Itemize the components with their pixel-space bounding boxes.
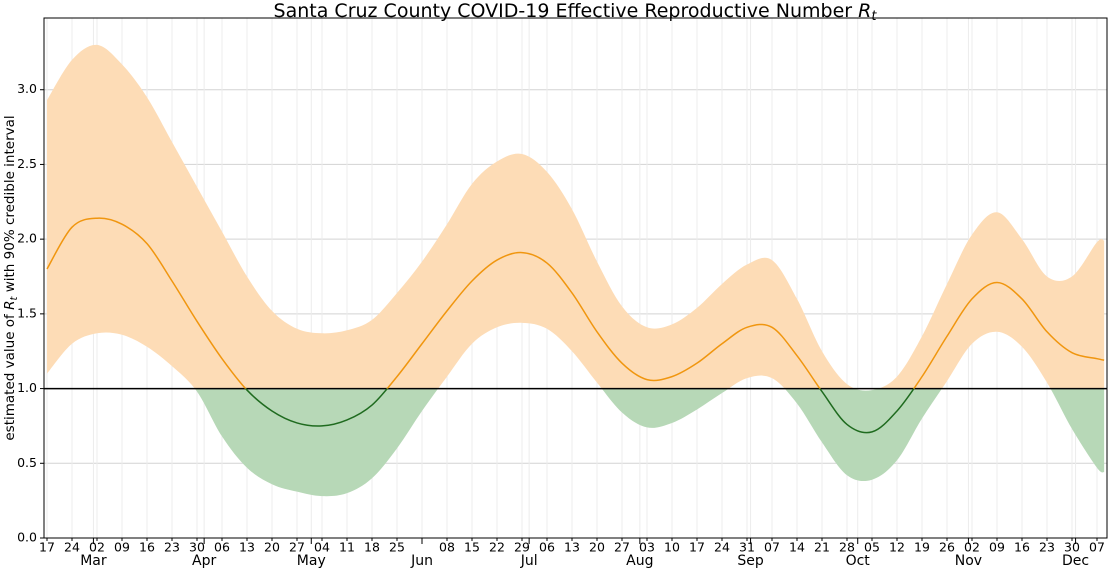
month-tick-label: Aug bbox=[626, 553, 653, 568]
month-tick-label: Oct bbox=[846, 553, 871, 568]
y-axis-label: estimated value of Rt with 90% credible … bbox=[2, 115, 20, 440]
x-tick-label: 06 bbox=[214, 540, 230, 555]
month-tick-label: May bbox=[297, 553, 326, 568]
x-tick-label: 13 bbox=[564, 540, 580, 555]
x-tick-label: 17 bbox=[39, 540, 55, 555]
plot-frame bbox=[43, 17, 1108, 539]
x-tick-label: 21 bbox=[814, 540, 830, 555]
x-tick-label: 03 bbox=[639, 540, 655, 555]
x-tick-label: 09 bbox=[989, 540, 1005, 555]
y-tick-label: 1.5 bbox=[17, 305, 37, 320]
chart-title: Santa Cruz County COVID-19 Effective Rep… bbox=[274, 0, 878, 24]
y-tick-label: 2.5 bbox=[17, 156, 37, 171]
x-tick-label: 27 bbox=[289, 540, 305, 555]
x-tick-label: 23 bbox=[1039, 540, 1055, 555]
x-tick-label: 20 bbox=[264, 540, 280, 555]
x-tick-label: 20 bbox=[589, 540, 605, 555]
month-tick-label: Nov bbox=[955, 553, 982, 568]
y-tick-label: 0.5 bbox=[17, 455, 37, 470]
ylabel-after: with 90% credible interval bbox=[2, 115, 18, 292]
month-tick-label: Dec bbox=[1062, 553, 1089, 568]
x-tick-label: 24 bbox=[714, 540, 730, 555]
y-tick-label: 3.0 bbox=[17, 81, 37, 96]
x-tick-label: 24 bbox=[64, 540, 80, 555]
x-tick-label: 23 bbox=[164, 540, 180, 555]
x-tick-label: 11 bbox=[339, 540, 355, 555]
title-symbol: R bbox=[858, 0, 871, 22]
x-tick-label: 14 bbox=[789, 540, 805, 555]
x-tick-label: 12 bbox=[889, 540, 905, 555]
x-tick-label: 09 bbox=[114, 540, 130, 555]
month-tick-label: Jul bbox=[520, 553, 538, 568]
x-tick-label: 18 bbox=[364, 540, 380, 555]
x-tick-label: 27 bbox=[614, 540, 630, 555]
credible-band-above bbox=[47, 44, 1105, 389]
month-tick-label: Jun bbox=[410, 553, 433, 568]
y-tick-label: 2.0 bbox=[17, 231, 37, 246]
x-tick-label: 25 bbox=[389, 540, 405, 555]
x-tick-label: 19 bbox=[914, 540, 930, 555]
ylabel-subscript: t bbox=[9, 296, 20, 301]
title-text: Santa Cruz County COVID-19 Effective Rep… bbox=[274, 0, 853, 22]
ylabel-symbol: R bbox=[2, 301, 18, 310]
x-tick-label: 13 bbox=[239, 540, 255, 555]
x-tick-label: 07 bbox=[764, 540, 780, 555]
x-tick-label: 16 bbox=[139, 540, 155, 555]
month-tick-label: Sep bbox=[737, 553, 764, 568]
x-tick-label: 26 bbox=[939, 540, 955, 555]
ylabel-before: estimated value of bbox=[2, 313, 18, 441]
x-tick-label: 22 bbox=[489, 540, 505, 555]
month-tick-label: Mar bbox=[80, 553, 107, 568]
x-tick-label: 10 bbox=[664, 540, 680, 555]
x-tick-label: 08 bbox=[439, 540, 455, 555]
credible-band-below bbox=[194, 388, 1105, 497]
x-tick-label: 29 bbox=[514, 540, 530, 555]
x-tick-label: 06 bbox=[539, 540, 555, 555]
x-tick-label: 05 bbox=[864, 540, 880, 555]
month-tick-label: Apr bbox=[192, 553, 216, 568]
x-tick-label: 07 bbox=[1089, 540, 1105, 555]
x-tick-label: 16 bbox=[1014, 540, 1030, 555]
x-tick-label: 15 bbox=[464, 540, 480, 555]
y-tick-label: 0.0 bbox=[17, 530, 37, 545]
median-line-above bbox=[46, 217, 1105, 389]
y-tick-label: 1.0 bbox=[17, 380, 37, 395]
x-tick-label: 28 bbox=[839, 540, 855, 555]
title-subscript: t bbox=[871, 9, 877, 24]
x-tick-label: 17 bbox=[689, 540, 705, 555]
x-tick-label: 04 bbox=[314, 540, 330, 555]
x-tick-label: 30 bbox=[189, 540, 205, 555]
